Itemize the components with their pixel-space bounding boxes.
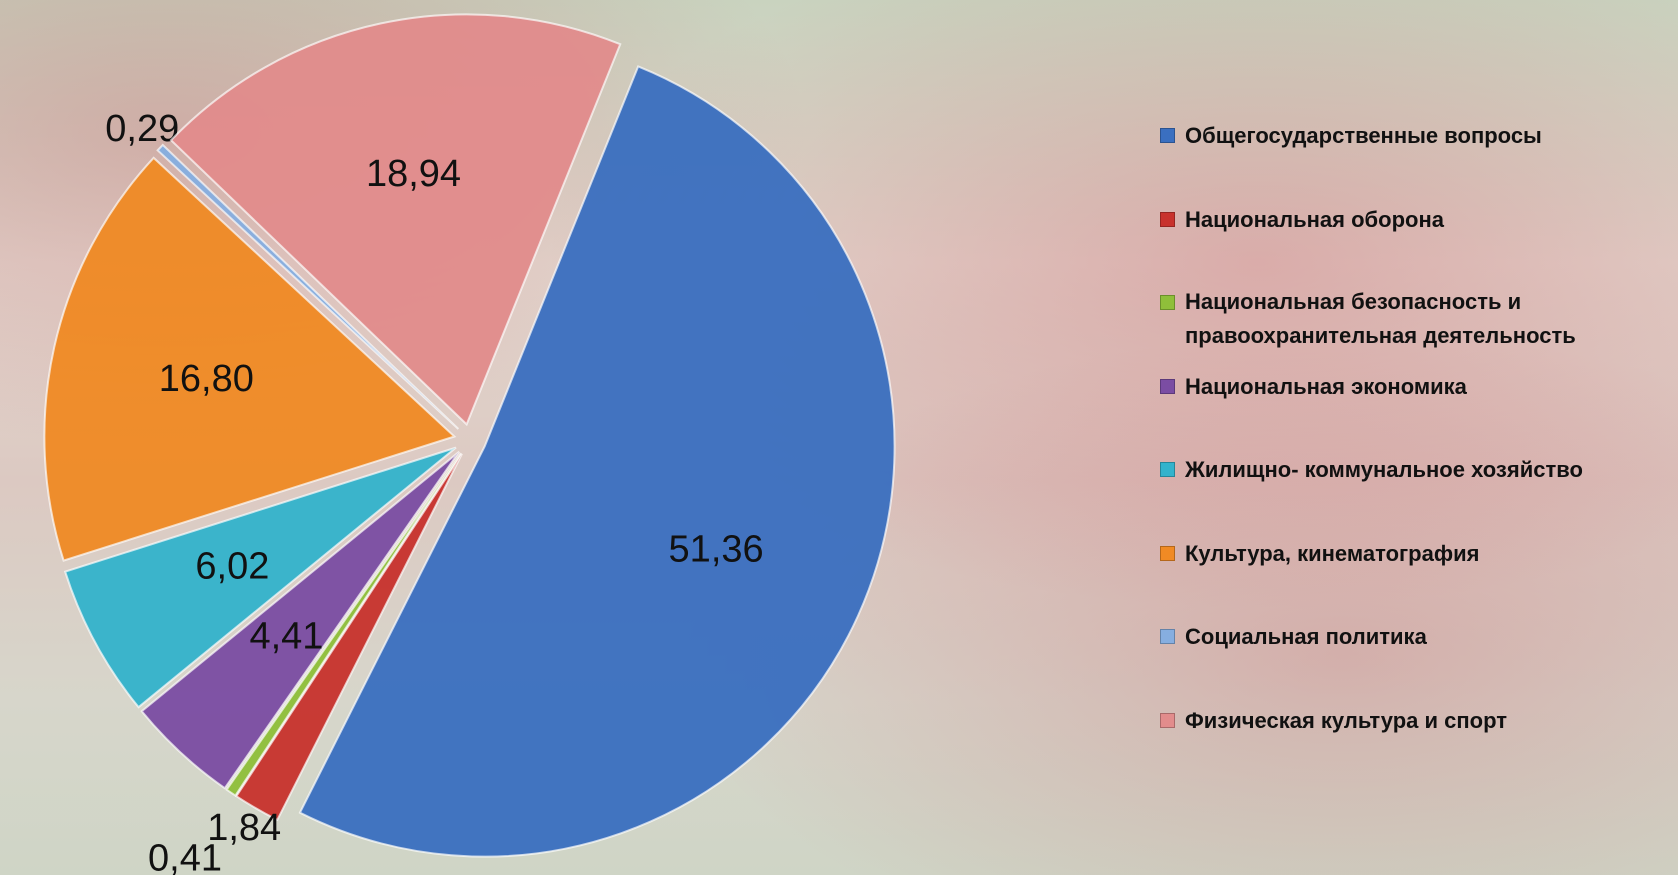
- pie-slice: [140, 450, 460, 790]
- pie-slice: [225, 452, 462, 797]
- legend-item: Жилищно- коммунальное хозяйство: [1160, 452, 1670, 488]
- data-label: 6,02: [195, 546, 269, 588]
- legend-label: Национальная безопасность и правоохранит…: [1185, 289, 1576, 348]
- pie-slice: [156, 143, 460, 430]
- legend-item: Национальная экономика: [1160, 369, 1670, 405]
- data-label: 1,84: [207, 807, 281, 849]
- data-label: 0,41: [148, 838, 222, 875]
- legend-label: Общегосударственные вопросы: [1185, 123, 1542, 148]
- legend-label: Национальная экономика: [1185, 373, 1467, 399]
- pie-slice: [63, 446, 457, 709]
- legend-swatch: [1160, 378, 1175, 394]
- legend-item: Национальная оборона: [1160, 202, 1670, 238]
- data-label: 4,41: [249, 615, 323, 657]
- legend-swatch: [1160, 128, 1175, 143]
- legend-label: Социальная политика: [1185, 624, 1427, 649]
- legend-swatch: [1160, 295, 1175, 310]
- pie-slice: [234, 453, 463, 822]
- pie-slice: [298, 65, 896, 858]
- legend-item: Общегосударственные вопросы: [1160, 118, 1670, 154]
- pie-slice: [43, 156, 457, 562]
- legend-label: Культура, кинематография: [1185, 540, 1480, 566]
- pie-slice: [169, 13, 622, 427]
- legend-item: Физическая культура и спорт: [1160, 703, 1670, 739]
- legend-item: Культура, кинематография: [1160, 536, 1670, 572]
- legend-label: Национальная оборона: [1185, 206, 1444, 232]
- data-label: 51,36: [669, 529, 764, 571]
- legend-item: Национальная безопасность и правоохранит…: [1160, 285, 1670, 353]
- legend-swatch: [1160, 712, 1175, 728]
- legend-swatch: [1160, 629, 1175, 644]
- data-label: 16,80: [159, 358, 254, 400]
- legend-swatch: [1160, 545, 1175, 561]
- legend-swatch: [1160, 211, 1175, 227]
- legend-label: Жилищно- коммунальное хозяйство: [1185, 457, 1583, 482]
- data-label: 0,29: [105, 108, 179, 150]
- pie-chart: 51,36 1,840,41 4,41 6,02 16,80 0,29 18,94: [43, 13, 896, 875]
- legend-label: Физическая культура и спорт: [1185, 707, 1508, 733]
- legend-swatch: [1160, 462, 1175, 477]
- data-label: 18,94: [366, 153, 461, 195]
- legend-item: Социальная политика: [1160, 619, 1670, 655]
